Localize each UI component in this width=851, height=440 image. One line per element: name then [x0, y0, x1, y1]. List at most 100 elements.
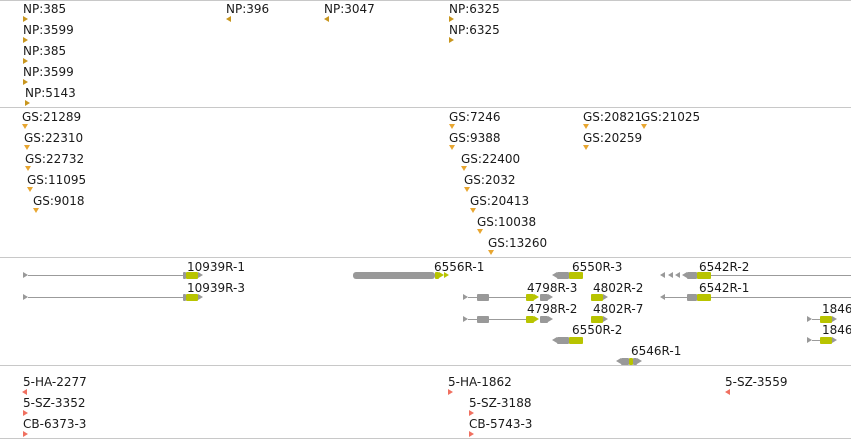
gene-start-arrow-icon: [552, 337, 557, 343]
gene-feature-label: 10939R-3: [187, 281, 245, 295]
gs-marker-icon[interactable]: [24, 145, 30, 150]
variant-feature-label: 5-HA-1862: [448, 375, 512, 389]
gene-intron-line: [28, 297, 183, 298]
gene-intron-line: [812, 340, 820, 341]
variant-marker-icon[interactable]: [23, 431, 28, 437]
np-feature-label: NP:6325: [449, 23, 500, 37]
variant-marker-icon[interactable]: [469, 410, 474, 416]
gene-end-arrow-icon: [198, 294, 203, 300]
variant-marker-icon[interactable]: [22, 389, 27, 395]
gene-cds: [820, 337, 832, 344]
gene-exon: [687, 294, 697, 301]
track-separator: [0, 438, 851, 439]
np-marker-icon[interactable]: [226, 16, 231, 22]
variant-feature-label: 5-SZ-3188: [469, 396, 532, 410]
gene-feature-label: 6542R-1: [699, 281, 750, 295]
variant-marker-icon[interactable]: [469, 431, 474, 437]
variant-feature-label: CB-6373-3: [23, 417, 87, 431]
gene-exon: [477, 316, 489, 323]
gene-intron-line: [468, 319, 526, 320]
variant-feature-label: 5-SZ-3559: [725, 375, 788, 389]
gene-start-arrow-icon: [807, 337, 812, 343]
gene-intron-line: [711, 275, 851, 276]
variant-feature-label: 5-HA-2277: [23, 375, 87, 389]
gene-start-arrow-icon: [463, 294, 468, 300]
gene-feature-label: 4802R-7: [593, 302, 644, 316]
gene-end-arrow-icon: [198, 272, 203, 278]
np-feature-label: NP:396: [226, 2, 270, 16]
np-feature-label: NP:385: [23, 2, 67, 16]
gene-exon: [183, 294, 186, 301]
gene-cds: [435, 272, 439, 279]
gene-start-arrow-icon: [682, 272, 687, 278]
np-marker-icon[interactable]: [25, 100, 30, 106]
np-feature-label: NP:3599: [23, 23, 74, 37]
gene-end-arrow-icon: [534, 316, 539, 322]
np-marker-icon[interactable]: [23, 37, 28, 43]
gene-start-arrow-icon: [660, 294, 665, 300]
gs-marker-icon[interactable]: [641, 124, 647, 129]
gene-feature-label: 4802R-2: [593, 281, 644, 295]
np-marker-icon[interactable]: [449, 37, 454, 43]
gs-marker-icon[interactable]: [583, 145, 589, 150]
gene-cds: [526, 294, 534, 301]
variant-marker-icon[interactable]: [23, 410, 28, 416]
gene-cds: [186, 294, 198, 301]
variant-feature-label: CB-5743-3: [469, 417, 533, 431]
gs-marker-icon[interactable]: [449, 124, 455, 129]
gene-cds: [697, 272, 711, 279]
gs-marker-icon[interactable]: [477, 229, 483, 234]
track-separator: [0, 107, 851, 108]
gs-marker-icon[interactable]: [583, 124, 589, 129]
variant-marker-icon[interactable]: [448, 389, 453, 395]
gs-marker-icon[interactable]: [461, 166, 467, 171]
gene-end-arrow-icon: [534, 294, 539, 300]
gs-feature-label: GS:21289: [22, 110, 82, 124]
gs-feature-label: GS:9388: [449, 131, 501, 145]
gene-exon: [633, 358, 637, 365]
gs-marker-icon[interactable]: [488, 250, 494, 255]
np-feature-label: NP:385: [23, 44, 67, 58]
gene-start-arrow-icon: [675, 272, 680, 278]
gene-exon: [183, 272, 186, 279]
gene-feature-label: 6542R-2: [699, 260, 750, 274]
gene-start-arrow-icon: [807, 316, 812, 322]
gs-feature-label: GS:20259: [583, 131, 643, 145]
gs-marker-icon[interactable]: [33, 208, 39, 213]
gene-start-arrow-icon: [23, 294, 28, 300]
gs-marker-icon[interactable]: [22, 124, 28, 129]
gene-exon: [353, 272, 435, 279]
gene-feature-label: 10939R-1: [187, 260, 245, 274]
gene-end-arrow-icon: [832, 316, 837, 322]
np-marker-icon[interactable]: [449, 16, 454, 22]
gene-intron-line: [812, 319, 820, 320]
np-marker-icon[interactable]: [23, 16, 28, 22]
gs-marker-icon[interactable]: [464, 187, 470, 192]
np-track: NP:385 NP:3599 NP:385 NP:3599 NP:5143 NP…: [0, 0, 851, 107]
gs-feature-label: GS:22310: [24, 131, 84, 145]
gene-feature-label: 1846: [822, 323, 851, 337]
gs-marker-icon[interactable]: [470, 208, 476, 213]
gs-feature-label: GS:2032: [464, 173, 516, 187]
gene-feature-label: 1846: [822, 302, 851, 316]
gene-exon: [687, 272, 697, 279]
gs-marker-icon[interactable]: [449, 145, 455, 150]
gs-marker-icon[interactable]: [27, 187, 33, 192]
gene-exon: [477, 294, 489, 301]
variant-marker-icon[interactable]: [725, 389, 730, 395]
gs-feature-label: GS:21025: [641, 110, 701, 124]
gs-feature-label: GS:20413: [470, 194, 530, 208]
gs-feature-label: GS:22400: [461, 152, 521, 166]
gene-end-arrow-icon: [548, 294, 553, 300]
gene-start-arrow-icon: [23, 272, 28, 278]
gs-track: GS:21289 GS:22310 GS:22732 GS:11095 GS:9…: [22, 110, 701, 255]
np-marker-icon[interactable]: [23, 58, 28, 64]
np-marker-icon[interactable]: [23, 79, 28, 85]
gs-marker-icon[interactable]: [25, 166, 31, 171]
np-marker-icon[interactable]: [324, 16, 329, 22]
gene-end-arrow-icon: [637, 358, 642, 364]
gene-feature-label: 4798R-2: [527, 302, 578, 316]
gene-feature-label: 6550R-2: [572, 323, 623, 337]
gene-feature-label: 6556R-1: [434, 260, 485, 274]
gs-feature-label: GS:22732: [25, 152, 85, 166]
